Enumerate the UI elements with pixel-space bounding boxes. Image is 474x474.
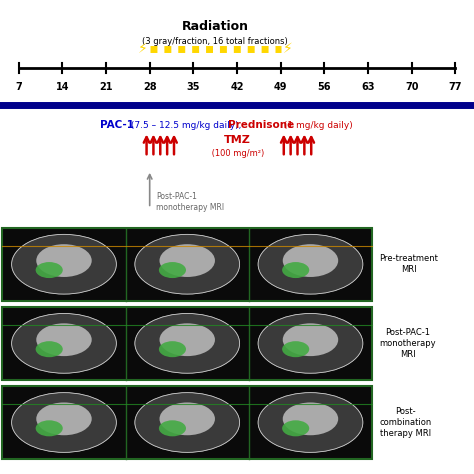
Ellipse shape [258,313,363,373]
Ellipse shape [159,402,215,435]
Text: 77: 77 [448,82,462,92]
Ellipse shape [159,341,186,357]
Text: ⚡: ⚡ [138,42,148,56]
Text: 21: 21 [99,82,113,92]
Text: 63: 63 [361,82,375,92]
Ellipse shape [282,420,309,437]
Text: 70: 70 [405,82,419,92]
Ellipse shape [36,244,92,277]
Ellipse shape [258,234,363,294]
Ellipse shape [282,262,309,278]
Text: PAC-1: PAC-1 [100,120,134,130]
Ellipse shape [135,392,240,452]
Ellipse shape [12,392,117,452]
Ellipse shape [36,262,63,278]
Text: (100 mg/m²): (100 mg/m²) [210,149,264,158]
Ellipse shape [159,420,186,437]
Ellipse shape [283,323,338,356]
Ellipse shape [258,392,363,452]
Ellipse shape [283,244,338,277]
Text: 49: 49 [274,82,287,92]
Text: Radiation: Radiation [182,20,249,33]
Ellipse shape [36,420,63,437]
Text: 7: 7 [15,82,22,92]
Ellipse shape [135,234,240,294]
Text: Prednisone: Prednisone [228,120,294,130]
Text: (7.5 – 12.5 mg/kg daily),: (7.5 – 12.5 mg/kg daily), [128,121,244,129]
Text: 56: 56 [318,82,331,92]
Text: Pre-treatment
MRI: Pre-treatment MRI [379,254,438,274]
Text: 42: 42 [230,82,244,92]
Text: (1 mg/kg daily): (1 mg/kg daily) [281,121,352,129]
Text: 14: 14 [55,82,69,92]
Text: Post-
combination
therapy MRI: Post- combination therapy MRI [379,407,431,438]
Ellipse shape [135,313,240,373]
Ellipse shape [283,402,338,435]
Ellipse shape [36,341,63,357]
Ellipse shape [159,262,186,278]
Bar [2,386,372,459]
Text: TMZ: TMZ [224,136,250,146]
Text: Post-PAC-1
monotherapy MRI: Post-PAC-1 monotherapy MRI [156,192,224,212]
Ellipse shape [36,402,92,435]
Bar [2,307,372,380]
Bar [2,228,372,301]
Ellipse shape [36,323,92,356]
Text: ⚡: ⚡ [283,42,292,56]
Text: (3 gray/fraction, 16 total fractions): (3 gray/fraction, 16 total fractions) [142,37,288,46]
Text: 35: 35 [187,82,200,92]
Ellipse shape [12,234,117,294]
Text: Post-PAC-1
monotherapy
MRI: Post-PAC-1 monotherapy MRI [379,328,436,359]
Ellipse shape [282,341,309,357]
Ellipse shape [159,244,215,277]
Ellipse shape [159,323,215,356]
Text: 28: 28 [143,82,156,92]
Ellipse shape [12,313,117,373]
